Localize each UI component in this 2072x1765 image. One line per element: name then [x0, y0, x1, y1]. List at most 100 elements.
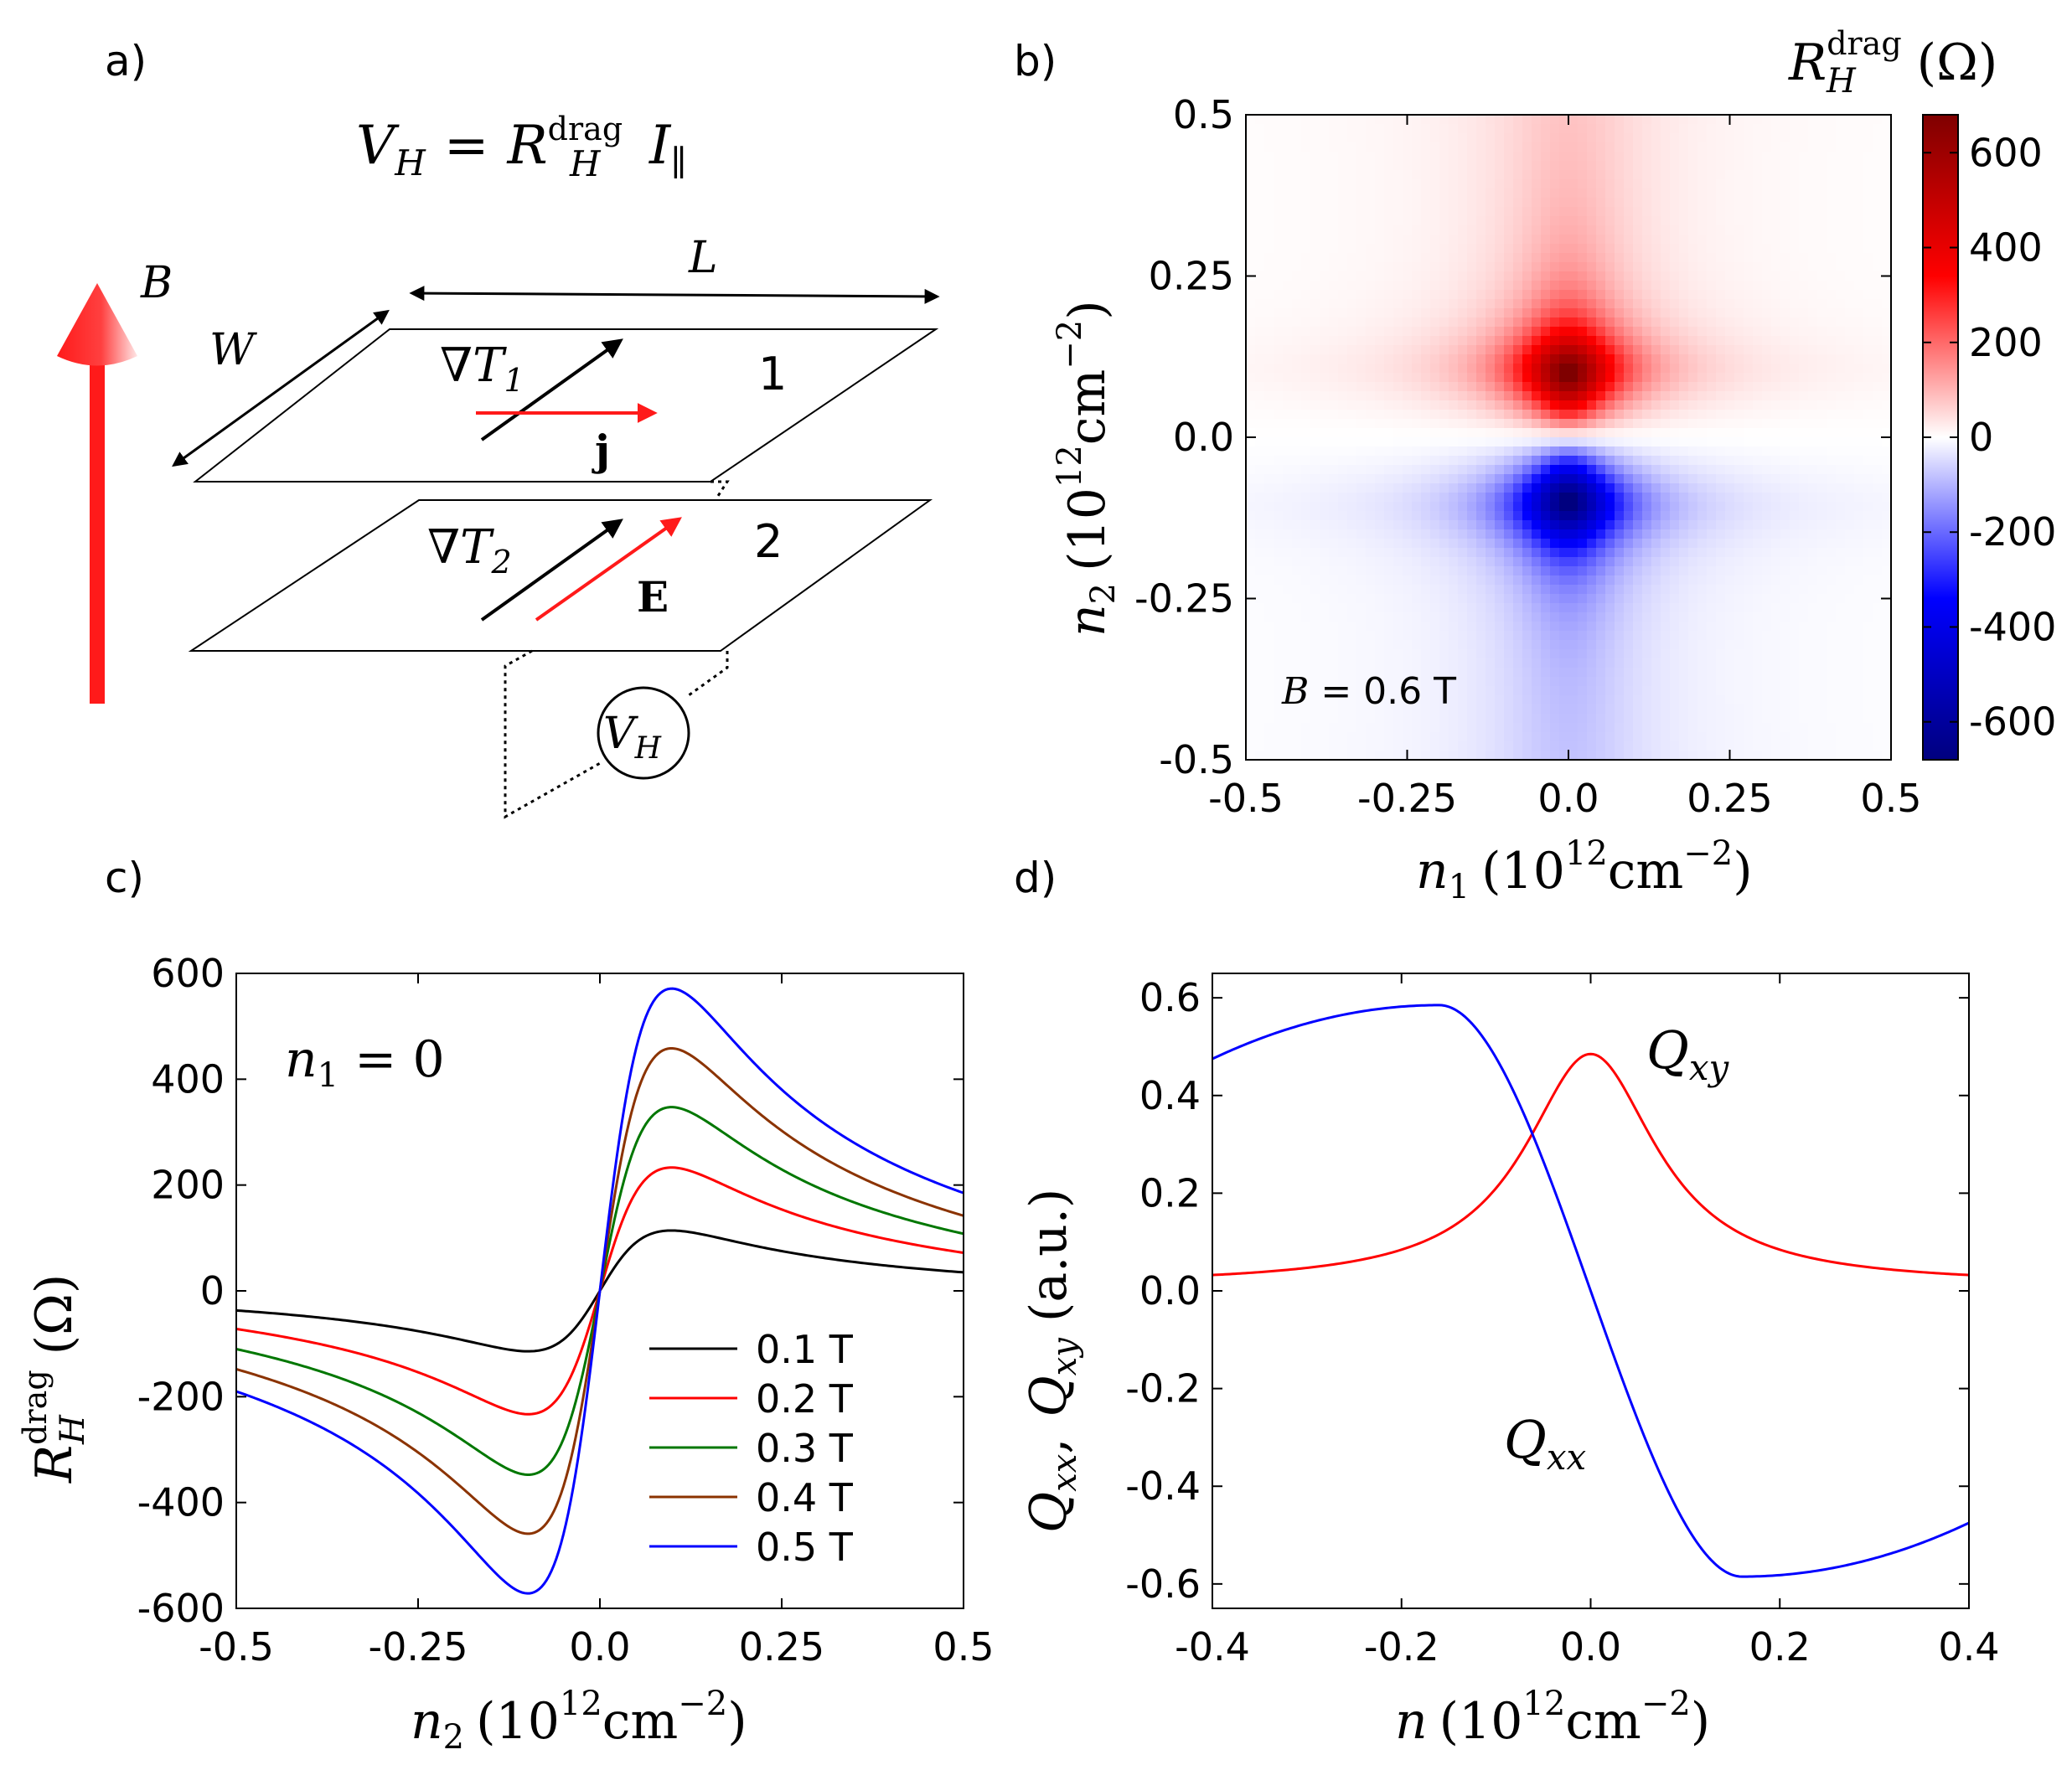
heatmap-cell	[1283, 410, 1293, 420]
heatmap-cell	[1697, 345, 1708, 355]
heatmap-cell	[1587, 225, 1597, 235]
heatmap-cell	[1430, 677, 1440, 687]
heatmap-cell	[1817, 575, 1827, 586]
heatmap-cell	[1615, 456, 1625, 466]
heatmap-cell	[1605, 373, 1615, 383]
heatmap-cell	[1458, 732, 1468, 742]
heatmap-cell	[1633, 345, 1643, 355]
heatmap-cell	[1762, 336, 1772, 346]
heatmap-cell	[1734, 391, 1744, 401]
heatmap-cell	[1384, 198, 1394, 208]
heatmap-cell	[1301, 327, 1311, 337]
heatmap-cell	[1522, 262, 1532, 272]
heatmap-cell	[1541, 714, 1551, 724]
heatmap-cell	[1854, 612, 1864, 622]
heatmap-cell	[1799, 723, 1809, 733]
heatmap-cell	[1274, 188, 1284, 199]
heatmap-cell	[1274, 474, 1284, 484]
heatmap-cell	[1624, 244, 1634, 254]
heatmap-cell	[1375, 741, 1385, 751]
heatmap-cell	[1863, 235, 1873, 245]
heatmap-cell	[1697, 446, 1708, 457]
heatmap-cell	[1522, 428, 1532, 438]
heatmap-cell	[1725, 216, 1735, 226]
heatmap-cell	[1744, 336, 1754, 346]
heatmap-cell	[1421, 152, 1431, 162]
heatmap-cell	[1697, 723, 1708, 733]
heatmap-cell	[1845, 262, 1855, 272]
heatmap-cell	[1264, 622, 1274, 632]
heatmap-cell	[1688, 751, 1698, 760]
heatmap-cell	[1541, 594, 1551, 604]
heatmap-cell	[1716, 115, 1726, 125]
heatmap-cell	[1725, 124, 1735, 134]
heatmap-cell	[1292, 262, 1302, 272]
heatmap-cell	[1347, 115, 1357, 125]
heatmap-cell	[1873, 364, 1883, 374]
heatmap-cell	[1320, 410, 1330, 420]
heatmap-cell	[1486, 373, 1496, 383]
heatmap-cell	[1393, 207, 1403, 217]
heatmap-cell	[1310, 235, 1320, 245]
heatmap-cell	[1670, 585, 1680, 595]
heatmap-cell	[1725, 170, 1735, 180]
heatmap-cell	[1274, 400, 1284, 410]
heatmap-cell	[1532, 732, 1542, 742]
heatmap-cell	[1532, 133, 1542, 143]
heatmap-cell	[1486, 179, 1496, 189]
heatmap-cell	[1651, 354, 1661, 364]
heatmap-cell	[1725, 622, 1735, 632]
heatmap-cell	[1541, 271, 1551, 281]
heatmap-cell	[1799, 281, 1809, 291]
heatmap-cell	[1790, 410, 1800, 420]
heatmap-cell	[1578, 668, 1588, 678]
heatmap-cell	[1587, 603, 1597, 613]
heatmap-cell	[1292, 622, 1302, 632]
heatmap-cell	[1568, 133, 1579, 143]
heatmap-cell	[1504, 419, 1514, 429]
heatmap-cell	[1412, 115, 1422, 125]
heatmap-cell	[1320, 253, 1330, 263]
heatmap-cell	[1642, 419, 1652, 429]
heatmap-cell	[1274, 142, 1284, 152]
heatmap-cell	[1384, 336, 1394, 346]
heatmap-cell	[1633, 474, 1643, 484]
heatmap-cell	[1716, 723, 1726, 733]
heatmap-cell	[1412, 133, 1422, 143]
heatmap-cell	[1873, 649, 1883, 659]
heatmap-cell	[1264, 474, 1274, 484]
heatmap-cell	[1615, 244, 1625, 254]
heatmap-cell	[1845, 446, 1855, 457]
heatmap-cell	[1670, 410, 1680, 420]
heatmap-cell	[1283, 161, 1293, 171]
heatmap-cell	[1329, 382, 1339, 392]
heatmap-cell	[1808, 207, 1818, 217]
heatmap-cell	[1541, 336, 1551, 346]
heatmap-cell	[1882, 677, 1891, 687]
heatmap-cell	[1559, 741, 1569, 751]
heatmap-cell	[1762, 483, 1772, 493]
heatmap-cell	[1329, 373, 1339, 383]
heatmap-cell	[1486, 253, 1496, 263]
heatmap-cell	[1310, 317, 1320, 328]
heatmap-cell	[1873, 142, 1883, 152]
heatmap-cell	[1274, 152, 1284, 162]
heatmap-cell	[1744, 741, 1754, 751]
heatmap-cell	[1596, 557, 1606, 567]
heatmap-cell	[1338, 364, 1348, 374]
heatmap-cell	[1246, 179, 1256, 189]
heatmap-cell	[1827, 198, 1837, 208]
heatmap-cell	[1513, 235, 1523, 245]
heatmap-cell	[1467, 336, 1477, 346]
heatmap-cell	[1615, 198, 1625, 208]
heatmap-cell	[1338, 225, 1348, 235]
heatmap-cell	[1559, 557, 1569, 567]
heatmap-cell	[1725, 308, 1735, 318]
heatmap-cell	[1439, 225, 1449, 235]
heatmap-cell	[1845, 382, 1855, 392]
heatmap-cell	[1780, 198, 1790, 208]
heatmap-cell	[1283, 188, 1293, 199]
heatmap-cell	[1596, 585, 1606, 595]
heatmap-cell	[1559, 622, 1569, 632]
heatmap-cell	[1366, 410, 1376, 420]
